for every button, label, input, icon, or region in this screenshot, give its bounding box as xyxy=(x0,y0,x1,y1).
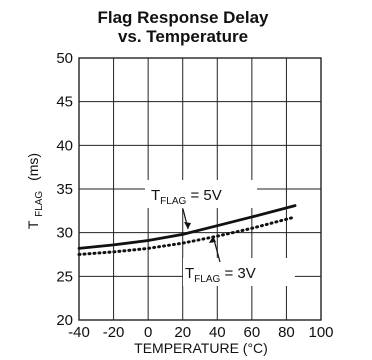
axis-labels: TEMPERATURE (°C) T FLAG (ms) xyxy=(25,153,268,356)
y-tick-label-5: 45 xyxy=(56,94,73,111)
y-axis-title-main: T xyxy=(25,220,41,229)
annotation-5v-label: TFLAG = 5V xyxy=(151,187,222,207)
ticks: -40 -20 0 20 40 60 80 100 20 25 30 35 40 45 50 xyxy=(56,50,333,341)
annotation-3v-prefix: T xyxy=(185,265,194,282)
annotation-5v-subscript: FLAG xyxy=(160,196,186,207)
chart-title-line-1: Flag Response Delay xyxy=(97,8,269,27)
x-tick-label-6: 80 xyxy=(278,324,295,341)
annotation-5v-background xyxy=(145,180,257,208)
x-tick-label-4: 40 xyxy=(209,324,226,341)
y-axis-title: T FLAG (ms) xyxy=(25,153,45,229)
y-axis-title-unit: (ms) xyxy=(25,153,41,181)
annotation-5v-prefix: T xyxy=(151,187,160,204)
series-group xyxy=(77,204,297,256)
x-tick-label-3: 20 xyxy=(174,324,191,341)
y-axis-title-sub: FLAG xyxy=(34,191,45,217)
y-tick-label-1: 25 xyxy=(56,268,73,285)
chart-title-line-2: vs. Temperature xyxy=(118,27,248,46)
annotation-5v-suffix: = 5V xyxy=(186,187,221,204)
annotation-3v-subscript: FLAG xyxy=(194,274,220,285)
x-tick-label-7: 100 xyxy=(308,324,333,341)
y-tick-label-2: 30 xyxy=(56,225,73,242)
y-tick-label-4: 40 xyxy=(56,137,73,154)
annotation-5v-arrowhead xyxy=(184,222,191,229)
x-tick-label-2: 0 xyxy=(144,324,152,341)
x-tick-label-0: -40 xyxy=(68,324,90,341)
x-axis-title: TEMPERATURE (°C) xyxy=(134,340,268,356)
annotation-3v-arrowhead xyxy=(209,236,216,243)
annotation-3v-background xyxy=(183,258,295,286)
x-tick-label-5: 60 xyxy=(244,324,261,341)
annotation-3v-suffix: = 3V xyxy=(220,265,255,282)
y-tick-label-0: 20 xyxy=(56,312,73,329)
chart-title-group: Flag Response Delay vs. Temperature xyxy=(97,8,269,46)
series-line-3v xyxy=(77,215,297,256)
x-tick-label-1: -20 xyxy=(103,324,125,341)
y-tick-label-3: 35 xyxy=(56,181,73,198)
plot-frame xyxy=(78,57,322,321)
series-line-5v xyxy=(77,204,297,250)
y-tick-label-6: 50 xyxy=(56,50,73,67)
annotation-3v-label: TFLAG = 3V xyxy=(185,265,256,285)
